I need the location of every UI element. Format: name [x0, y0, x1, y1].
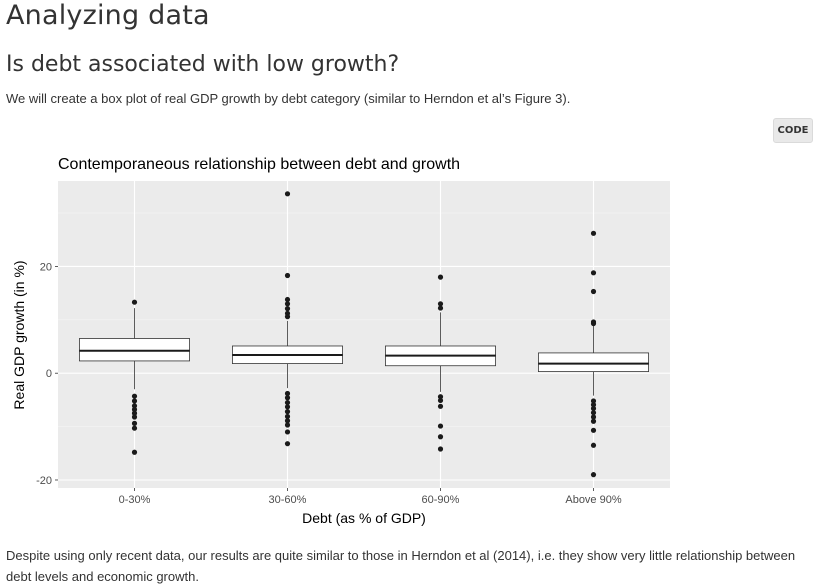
outlier-point — [284, 429, 291, 435]
y-tick-label: 0 — [46, 368, 52, 380]
outlier-point — [590, 442, 597, 448]
intro-paragraph: We will create a box plot of real GDP gr… — [6, 91, 571, 106]
x-tick-label: Above 90% — [565, 494, 621, 506]
x-tick-label: 0-30% — [119, 494, 151, 506]
outlier-point — [284, 418, 291, 424]
outlier-point — [590, 398, 597, 404]
outlier-point — [131, 425, 138, 431]
outlier-point — [590, 410, 597, 416]
section-heading: Is debt associated with low growth? — [6, 52, 400, 77]
x-axis-label: Debt (as % of GDP) — [302, 510, 426, 526]
box-rect — [538, 352, 649, 373]
outlier-point — [437, 301, 444, 307]
outlier-point — [590, 230, 597, 236]
outlier-point — [131, 410, 138, 416]
y-axis-label: Real GDP growth (in %) — [11, 260, 27, 409]
outlier-point — [590, 270, 597, 276]
y-tick-label: 20 — [40, 261, 52, 273]
outlier-point — [284, 301, 291, 307]
x-tick-label: 60-90% — [422, 494, 460, 506]
outlier-point — [284, 306, 291, 312]
outlier-point — [284, 409, 291, 415]
outlier-point — [131, 449, 138, 455]
page-title: Analyzing data — [6, 0, 210, 31]
outlier-point — [131, 414, 138, 420]
outlier-point — [131, 398, 138, 404]
outlier-point — [590, 405, 597, 412]
outlier-point — [284, 390, 291, 397]
outlier-point — [284, 422, 291, 428]
box-group — [538, 230, 649, 478]
box-rect — [79, 338, 190, 362]
box-group — [385, 274, 496, 452]
outlier-point — [590, 288, 597, 295]
outlier-point — [284, 395, 291, 401]
outlier-point — [131, 393, 138, 399]
outlier-point — [131, 299, 138, 305]
outlier-point — [590, 418, 597, 424]
outlier-point — [131, 406, 138, 413]
outlier-point — [590, 320, 597, 327]
y-axis: -20 0 20 — [36, 261, 58, 487]
x-axis: 0-30% 30-60% 60-90% Above 90% — [119, 488, 622, 506]
outlier-point — [437, 403, 444, 409]
outlier-point — [284, 296, 291, 303]
outlier-point — [284, 441, 291, 447]
outlier-point — [590, 427, 597, 433]
chart-title: Contemporaneous relationship between deb… — [58, 156, 460, 173]
box-plot-chart: Contemporaneous relationship between deb… — [11, 156, 670, 526]
outlier-point — [131, 420, 138, 426]
outlier-point — [284, 191, 291, 197]
plot-panel — [58, 181, 670, 488]
outlier-point — [284, 413, 291, 420]
outlier-point — [284, 272, 291, 279]
outlier-point — [131, 403, 138, 409]
box-group — [79, 299, 190, 455]
outlier-point — [437, 434, 444, 440]
x-tick-label: 30-60% — [269, 494, 307, 506]
outlier-point — [590, 402, 597, 408]
conclusion-paragraph: Despite using only recent data, our resu… — [6, 548, 796, 584]
outlier-point — [284, 404, 291, 410]
outlier-point — [437, 423, 444, 429]
outlier-point — [437, 394, 444, 400]
code-button[interactable]: CODE — [773, 118, 813, 143]
boxes-layer — [79, 191, 649, 478]
outlier-point — [590, 414, 597, 420]
outlier-point — [437, 397, 444, 404]
outlier-point — [284, 314, 291, 320]
outlier-point — [437, 274, 444, 280]
outlier-point — [284, 399, 291, 406]
outlier-point — [590, 472, 597, 478]
box-group — [232, 191, 343, 447]
y-tick-label: -20 — [36, 475, 52, 487]
outlier-point — [437, 305, 444, 311]
outlier-point — [437, 446, 444, 452]
